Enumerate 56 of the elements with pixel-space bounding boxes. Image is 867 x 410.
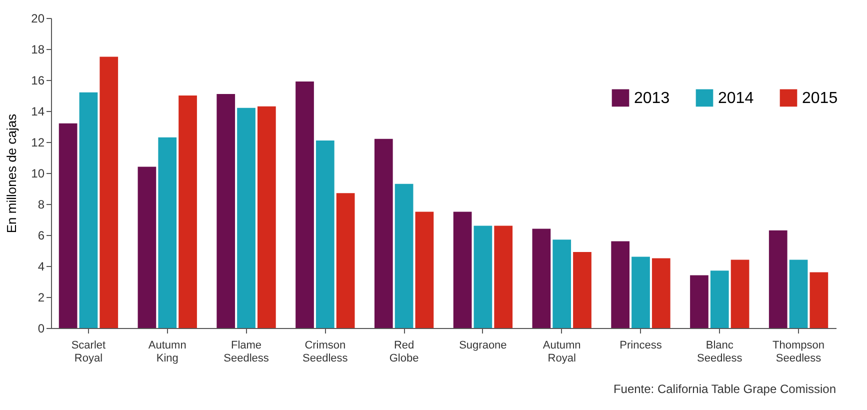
x-tick-label: Sugraone	[459, 340, 507, 352]
bar	[552, 240, 572, 328]
y-tick-label: 16	[31, 74, 45, 88]
y-tick-label: 18	[31, 42, 45, 56]
bar	[79, 92, 98, 328]
bar	[316, 140, 334, 328]
y-tick-label: 12	[31, 136, 45, 150]
bar	[710, 270, 729, 328]
bar	[532, 228, 551, 328]
y-tick-label: 8	[38, 198, 45, 212]
y-tick-label: 20	[31, 12, 45, 26]
y-tick-label: 6	[38, 228, 45, 242]
bar	[730, 260, 750, 328]
bar	[138, 166, 156, 328]
bar	[474, 226, 492, 328]
legend-label: 2015	[802, 90, 838, 107]
legend-label: 2014	[718, 90, 754, 107]
bar	[810, 272, 828, 328]
x-tick-label: Autumn Royal	[542, 340, 581, 364]
bar	[58, 123, 78, 328]
y-tick-label: 10	[31, 166, 45, 180]
bar	[257, 106, 276, 328]
legend-label: 2013	[634, 90, 670, 107]
bar	[632, 256, 650, 328]
bar	[394, 184, 414, 328]
y-tick-label: 14	[31, 104, 45, 118]
x-tick-label: Autumn King	[148, 340, 186, 364]
bar	[453, 212, 472, 328]
y-axis-title: En millones de cajas	[4, 113, 20, 234]
x-tick-label: Thompson Seedless	[772, 340, 825, 364]
x-tick-label: Flame Seedless	[224, 340, 270, 364]
bar	[374, 138, 393, 328]
bar	[573, 252, 592, 328]
bar	[789, 260, 808, 328]
bar	[494, 226, 513, 328]
bar	[768, 230, 788, 328]
bar	[611, 241, 630, 328]
bar	[178, 96, 197, 328]
y-tick-label: 2	[38, 290, 45, 304]
x-tick-label: Crimson Seedless	[302, 340, 348, 364]
bar	[296, 82, 314, 328]
bar	[237, 108, 256, 328]
bar	[100, 56, 118, 328]
source-note: Fuente: California Table Grape Comission	[613, 382, 836, 396]
x-tick-label: Red Globe	[389, 340, 419, 364]
y-tick-label: 0	[38, 322, 45, 336]
bar	[652, 258, 670, 328]
x-tick-label: Scarlet Royal	[71, 340, 106, 364]
y-tick-label: 4	[38, 260, 45, 274]
bar	[415, 212, 434, 328]
bar	[158, 137, 177, 328]
bar	[690, 275, 708, 328]
x-tick-label: Blanc Seedless	[697, 340, 743, 364]
bar	[216, 94, 236, 328]
bar	[336, 193, 355, 328]
x-tick-label: Princess	[620, 340, 662, 352]
